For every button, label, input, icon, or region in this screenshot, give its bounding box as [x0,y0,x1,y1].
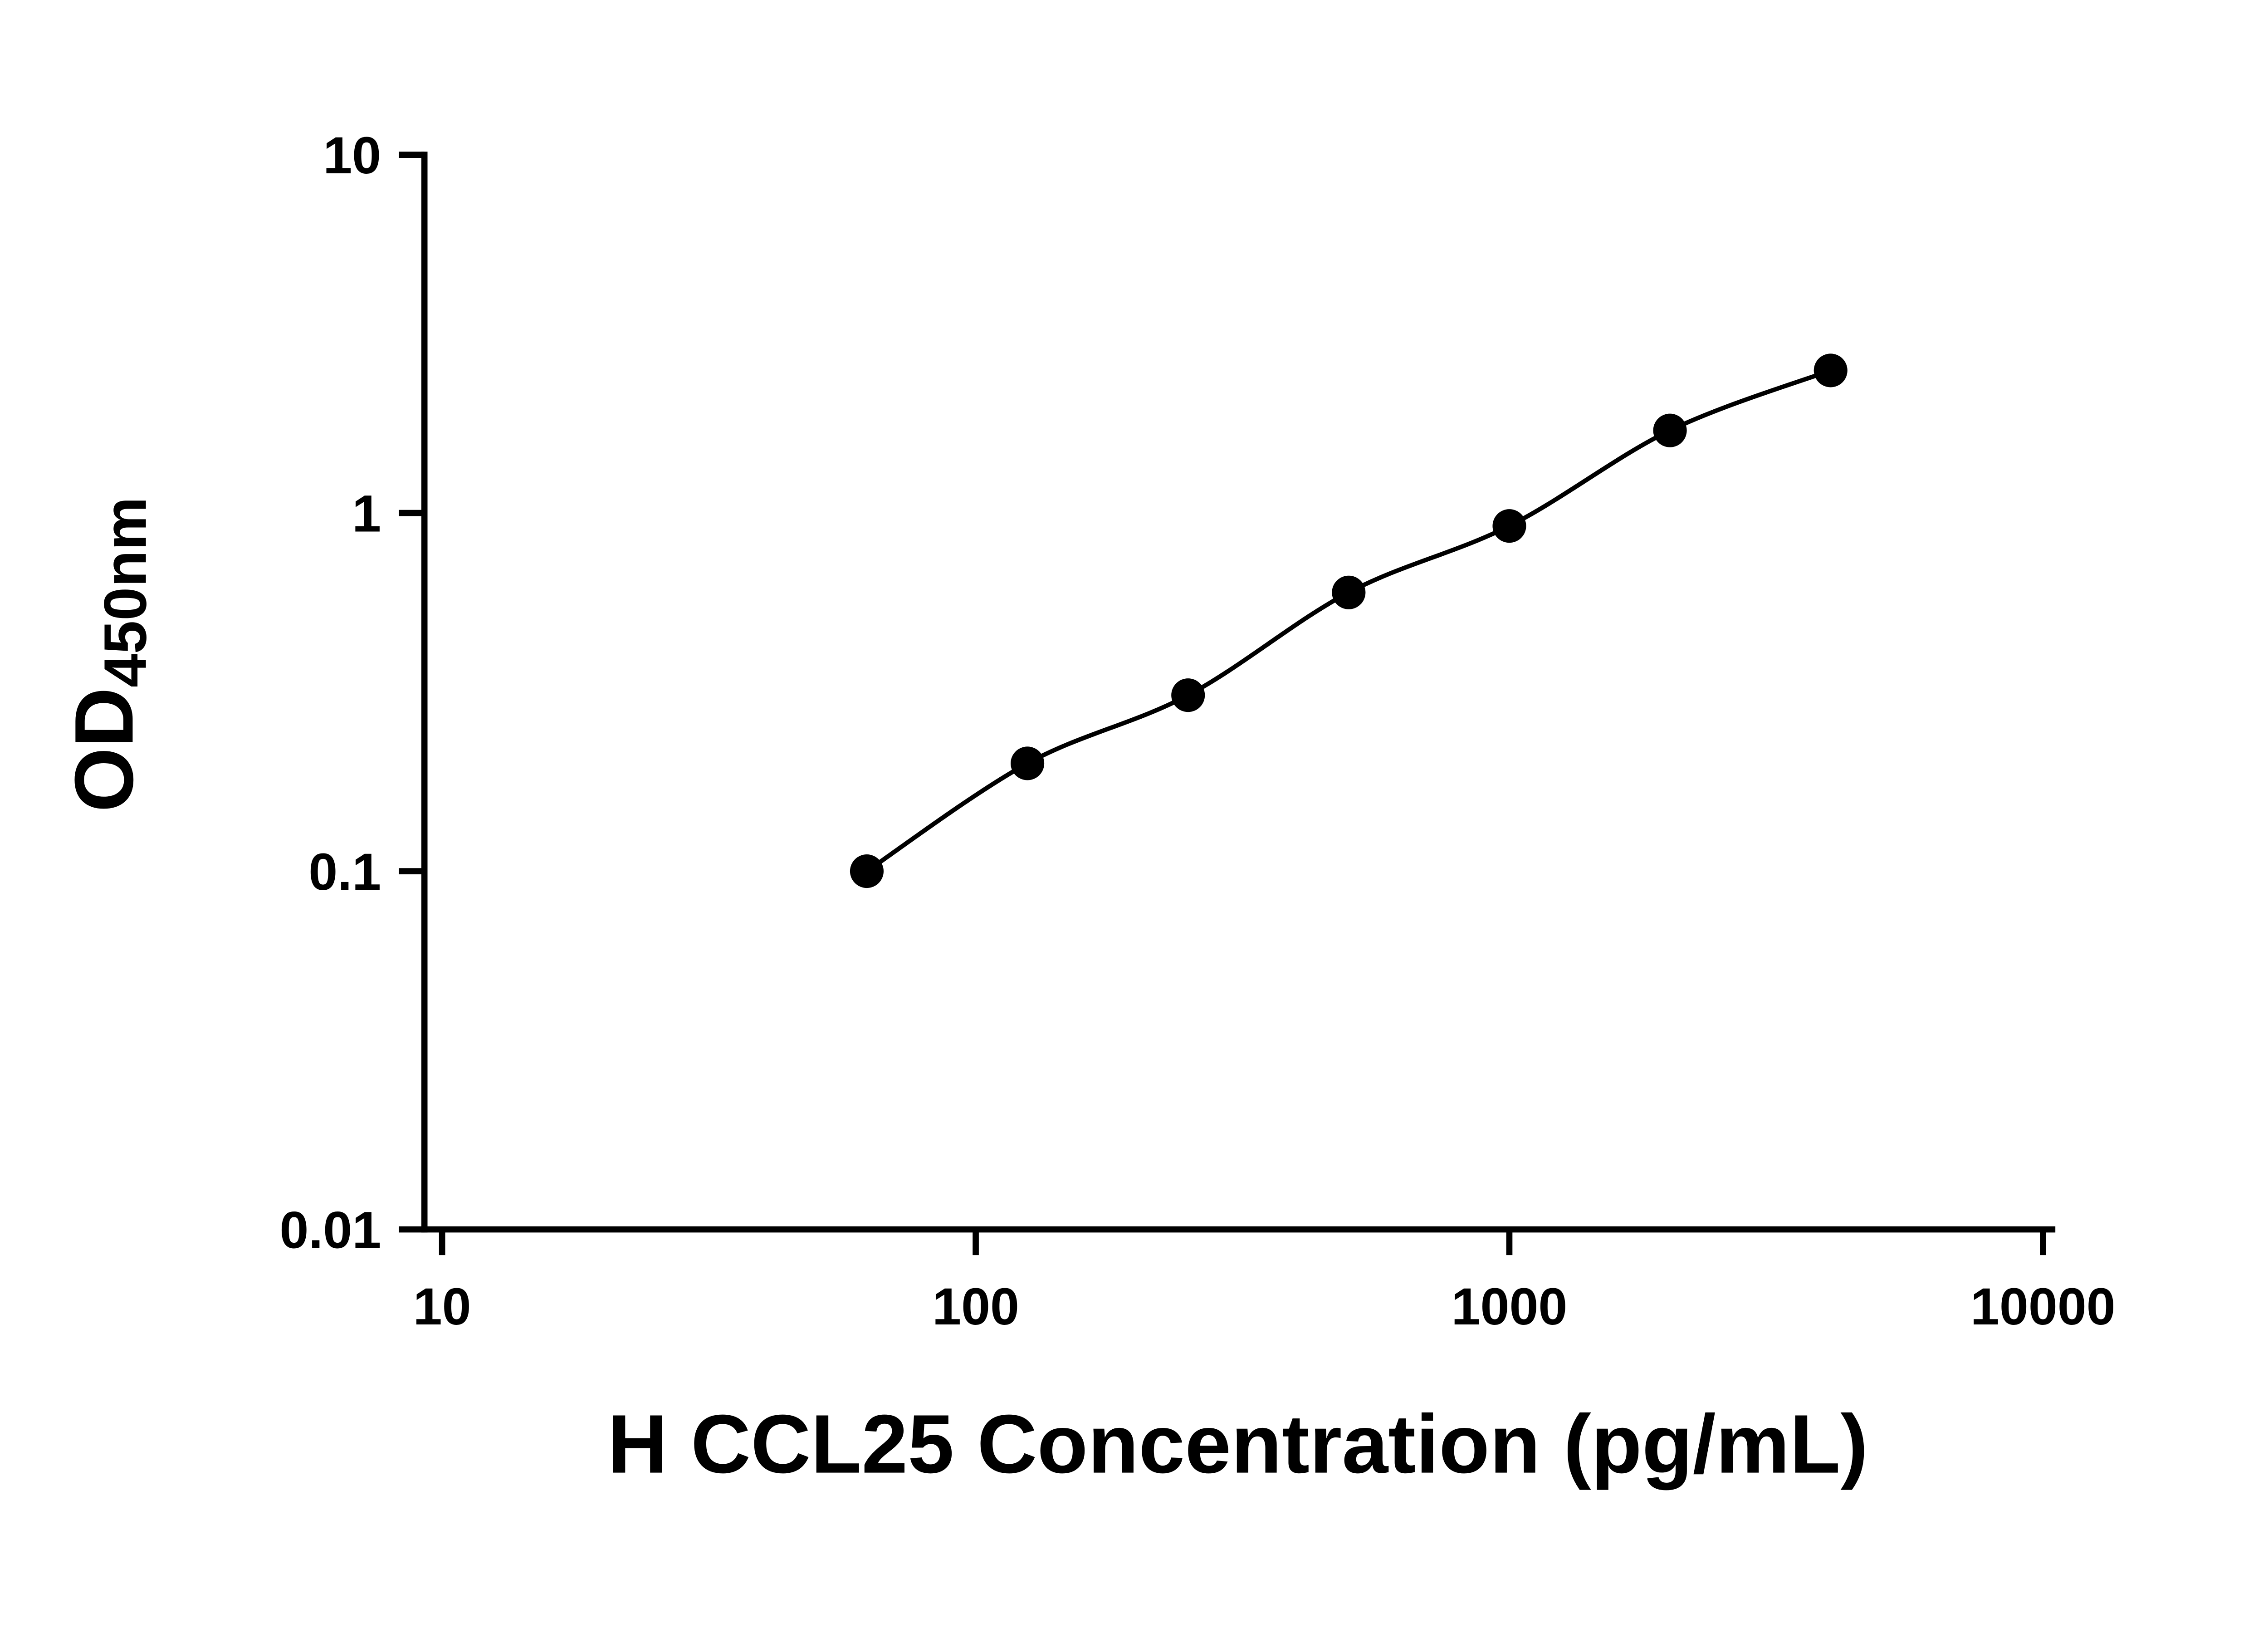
y-tick-label: 0.01 [279,1201,381,1259]
y-axis-title-main: OD [57,687,150,812]
data-point [1813,353,1848,387]
data-point [1492,509,1526,543]
y-tick-label: 10 [323,127,381,185]
x-axis-title: H CCL25 Concentration (pg/mL) [608,1398,1868,1491]
x-tick-label: 10000 [1970,1278,2116,1336]
data-point [1171,678,1205,712]
y-axis-title: OD450nm [57,497,159,812]
x-tick-label: 100 [932,1278,1019,1336]
data-series-layer [850,353,1848,888]
x-tick-label: 1000 [1452,1278,1568,1336]
fit-curve [865,368,1832,873]
x-tick-label: 10 [413,1278,471,1336]
y-tick-label: 0.1 [308,843,381,901]
ticks-layer: 10 100 1000 10000 0.01 0.1 1 10 [279,127,2115,1336]
data-point [1011,746,1045,780]
y-tick-label: 1 [352,485,381,543]
axes-layer [421,152,2056,1233]
data-point [850,854,884,888]
chart-svg: 10 100 1000 10000 0.01 0.1 1 10 H CCL25 Concent… [57,127,2116,1491]
elisa-standard-curve-figure: 10 100 1000 10000 0.01 0.1 1 10 H CCL25 Concent… [57,127,2116,1491]
data-point [1653,413,1687,447]
data-point [1332,575,1366,609]
y-axis-title-subscript: 450nm [92,497,159,687]
